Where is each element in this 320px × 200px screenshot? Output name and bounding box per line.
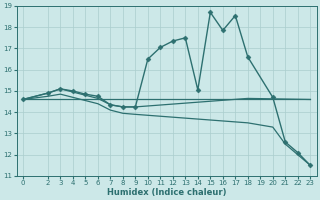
X-axis label: Humidex (Indice chaleur): Humidex (Indice chaleur): [107, 188, 226, 197]
